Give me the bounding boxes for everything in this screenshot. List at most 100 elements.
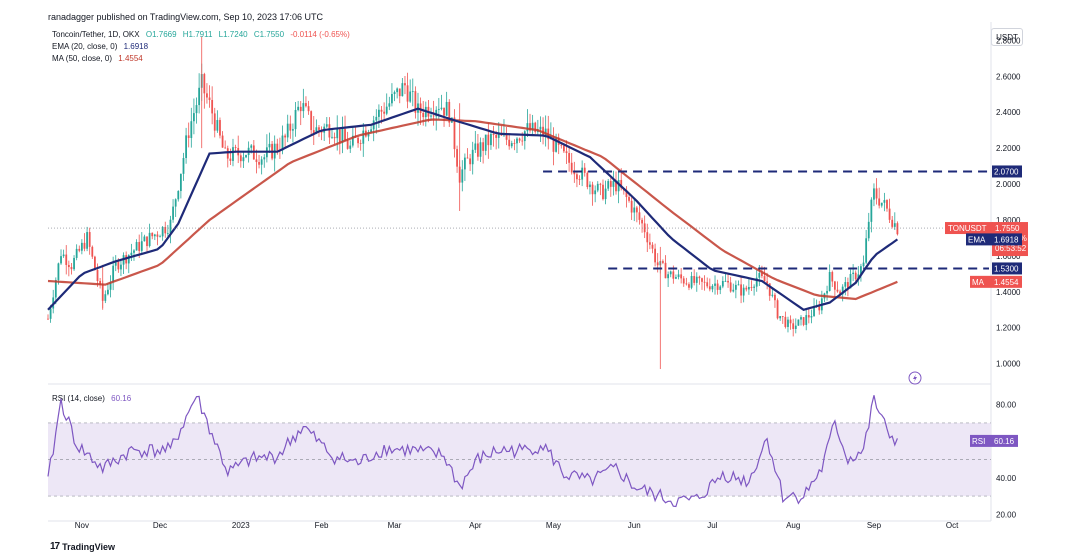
candle-body [568, 153, 571, 163]
candle-body [156, 234, 159, 237]
candle-body [539, 126, 542, 130]
candle-body [635, 207, 638, 213]
candle-body [302, 103, 305, 112]
candle-body [193, 113, 195, 122]
candle-body [406, 85, 409, 102]
time-tick-label: Jul [707, 521, 717, 530]
candle-body [370, 129, 372, 133]
candle-body [654, 248, 656, 263]
candle-body [672, 271, 675, 279]
time-tick-label: Jun [628, 521, 641, 530]
candle-body [80, 242, 83, 251]
candle-body [893, 223, 896, 227]
candle-body [669, 271, 672, 275]
candle-body [208, 97, 211, 100]
candle-body [117, 261, 120, 270]
rsi-label-text: RSI [972, 437, 985, 446]
candle-body [886, 200, 888, 209]
candle-body [510, 143, 513, 147]
price-tick-label: 1.6000 [996, 252, 1021, 261]
candle-body [153, 234, 156, 237]
candle-body [747, 287, 750, 290]
candle-body [135, 242, 138, 251]
time-tick-label: Dec [153, 521, 167, 530]
candle-body [594, 190, 597, 195]
candle-body [818, 305, 821, 311]
candle-body [471, 149, 474, 165]
candle-body [307, 106, 310, 112]
candle-body [667, 274, 670, 279]
level-tag-label: 1.5300 [994, 264, 1019, 273]
close-value: C1.7550 [253, 30, 285, 39]
candle-body [461, 169, 464, 183]
candle-body [359, 143, 362, 144]
price-tick-label: 1.2000 [996, 324, 1021, 333]
candle-body [698, 276, 701, 279]
price-tick-label: 2.0000 [996, 180, 1021, 189]
candle-body [490, 133, 492, 146]
candle-body [398, 88, 401, 97]
candle-body [802, 317, 805, 325]
candle-body [750, 287, 753, 288]
candle-body [523, 131, 526, 142]
candle-body [831, 272, 834, 282]
candle-body [396, 88, 399, 93]
candle-body [109, 282, 112, 290]
candle-body [852, 272, 855, 274]
candle-body [437, 108, 440, 110]
candle-body [555, 137, 557, 152]
candle-body [393, 92, 396, 95]
candle-body [800, 317, 802, 320]
candle-body [565, 151, 568, 154]
candle-body [576, 174, 578, 180]
candle-body [224, 147, 227, 149]
candle-body [203, 74, 206, 94]
rsi-legend-value: 60.16 [111, 394, 132, 403]
candle-body [310, 111, 313, 131]
candle-body [432, 115, 435, 117]
time-tick-label: Nov [75, 521, 89, 530]
candle-body [161, 226, 164, 237]
candle-body [789, 319, 792, 324]
candle-body [857, 274, 860, 280]
candle-body [607, 181, 610, 189]
candle-body [245, 155, 247, 158]
candle-body [419, 103, 422, 113]
ema-legend: EMA (20, close, 0) 1.6918 [52, 42, 148, 51]
candle-body [862, 262, 865, 267]
ma-legend-label: MA (50, close, 0) [52, 54, 113, 63]
candle-body [734, 284, 737, 290]
tradingview-logo[interactable]: 17 TradingView [50, 541, 115, 552]
candle-body [513, 143, 516, 144]
candle-body [91, 246, 94, 257]
candle-body [680, 274, 683, 279]
candle-body [172, 206, 174, 220]
candle-body [281, 135, 284, 151]
candle-body [615, 180, 617, 192]
candle-body [880, 202, 883, 206]
candle-body [612, 180, 615, 187]
rsi-line [47, 395, 898, 508]
candle-body [860, 266, 862, 275]
candle-body [625, 190, 628, 198]
ma-legend-value: 1.4554 [118, 54, 143, 63]
candle-body [891, 219, 894, 227]
candle-body [617, 179, 620, 192]
candle-body [641, 219, 643, 224]
candle-body [630, 200, 633, 213]
candle-body [239, 155, 242, 162]
candle-body [552, 136, 555, 152]
candle-body [54, 280, 57, 298]
candle-body [784, 316, 787, 327]
candle-body [740, 284, 742, 296]
publisher-header: ranadagger published on TradingView.com,… [48, 12, 324, 22]
candle-body [294, 109, 297, 130]
ma-label-tag [970, 275, 992, 288]
candle-body [440, 107, 443, 109]
candle-body [849, 273, 852, 289]
candle-body [878, 198, 881, 206]
candle-body [563, 145, 565, 152]
candle-body [383, 111, 386, 114]
candle-body [685, 283, 688, 285]
